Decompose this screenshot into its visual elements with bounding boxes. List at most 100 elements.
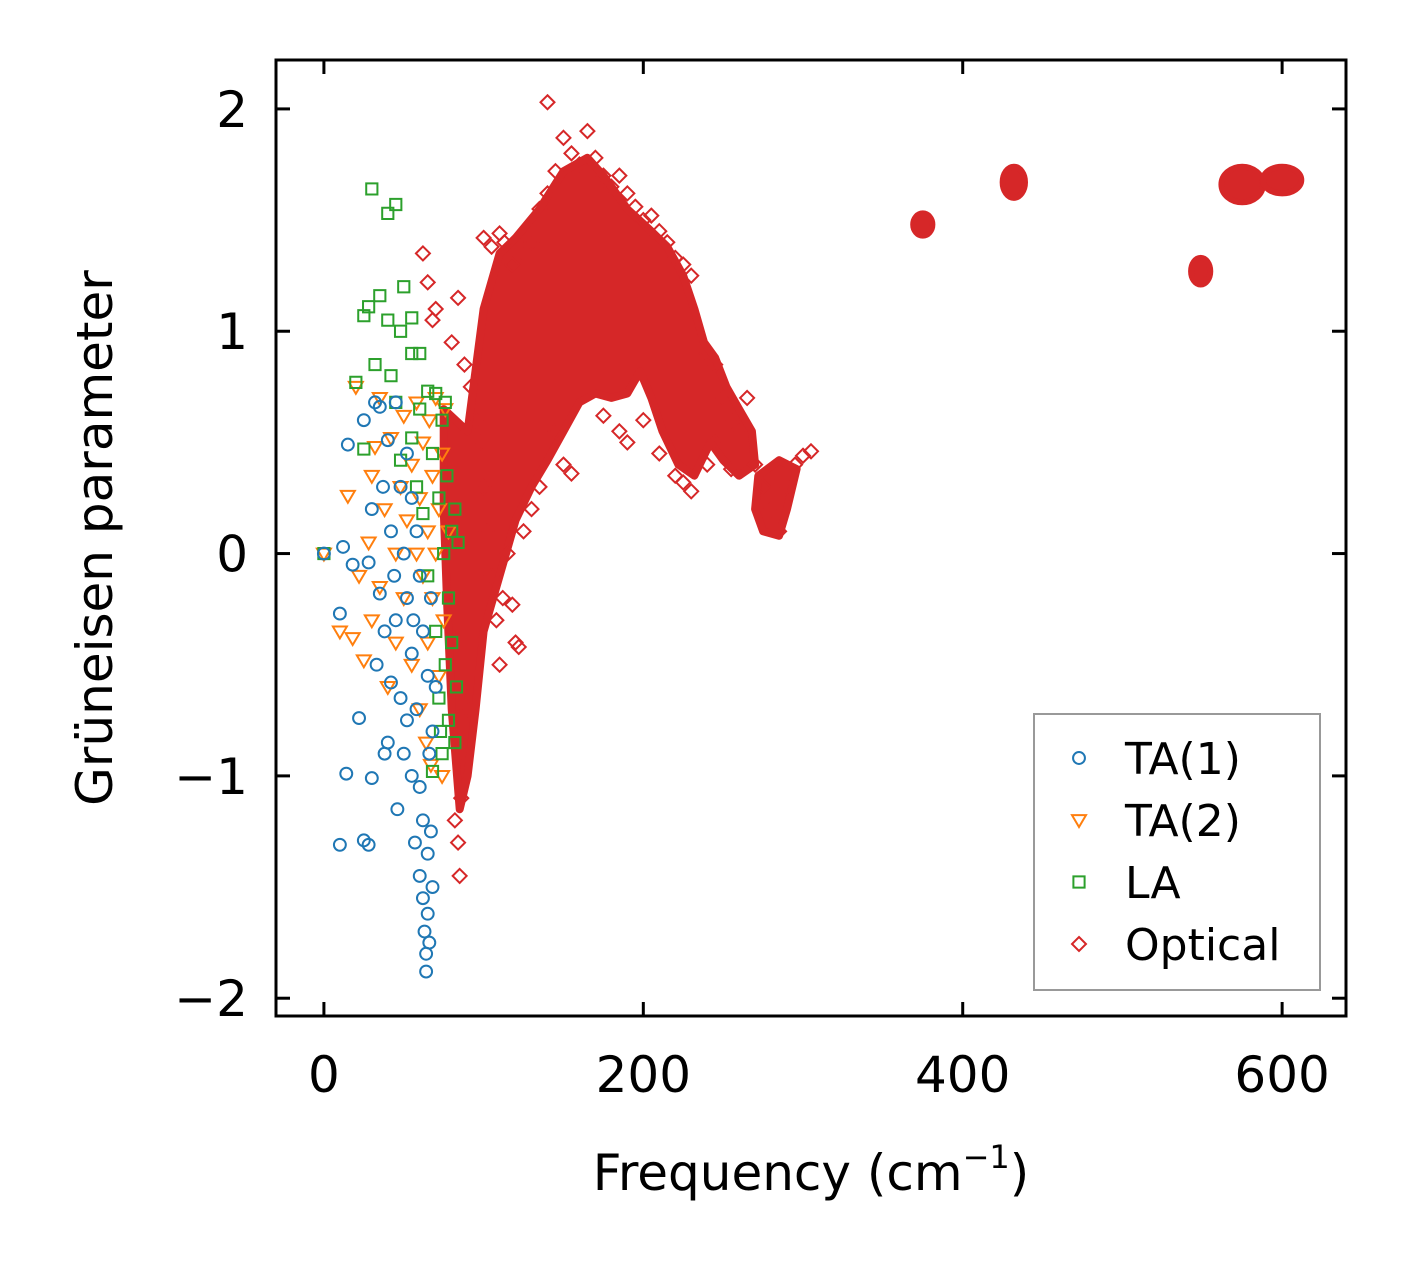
optical-band bbox=[751, 456, 801, 540]
y-tick-label: 2 bbox=[216, 81, 248, 139]
data-point bbox=[393, 691, 408, 706]
data-point bbox=[395, 409, 413, 425]
data-point bbox=[368, 357, 382, 372]
data-point bbox=[503, 256, 521, 273]
data-point bbox=[407, 547, 426, 563]
data-point bbox=[373, 289, 387, 303]
x-axis-label: Frequency (cm−1) bbox=[593, 1138, 1030, 1202]
data-point bbox=[483, 567, 501, 585]
data-point bbox=[446, 811, 464, 829]
data-point bbox=[426, 547, 445, 563]
data-point bbox=[437, 546, 451, 561]
data-point bbox=[610, 167, 628, 185]
data-point bbox=[634, 211, 652, 229]
data-point bbox=[423, 591, 438, 605]
data-point bbox=[357, 309, 371, 323]
data-point bbox=[345, 557, 360, 572]
data-point bbox=[405, 346, 419, 361]
data-point bbox=[352, 711, 366, 726]
data-point bbox=[438, 395, 452, 409]
data-point bbox=[428, 680, 443, 694]
y-tick-label: −2 bbox=[174, 970, 248, 1028]
data-point bbox=[449, 289, 467, 307]
data-point bbox=[340, 437, 355, 452]
data-point bbox=[448, 735, 462, 750]
data-point bbox=[376, 479, 390, 494]
data-point bbox=[412, 568, 427, 583]
data-point bbox=[802, 442, 820, 460]
data-point bbox=[404, 491, 419, 505]
data-point bbox=[364, 771, 379, 786]
data-point bbox=[400, 713, 414, 728]
data-point bbox=[531, 478, 548, 496]
data-point bbox=[416, 506, 430, 521]
data-point bbox=[491, 656, 508, 674]
data-point bbox=[434, 614, 453, 630]
data-point bbox=[381, 313, 395, 327]
data-point bbox=[786, 456, 804, 474]
data-point bbox=[427, 300, 445, 318]
data-point bbox=[445, 635, 459, 650]
data-point bbox=[555, 456, 572, 474]
data-point bbox=[794, 447, 812, 465]
y-axis-label: Grüneisen parameter bbox=[66, 270, 124, 806]
data-point bbox=[459, 700, 477, 718]
data-point bbox=[419, 946, 434, 961]
data-point bbox=[472, 433, 489, 451]
data-point bbox=[361, 555, 376, 570]
data-point bbox=[409, 702, 424, 717]
data-point bbox=[363, 469, 381, 485]
x-tick-label: 600 bbox=[1234, 1046, 1329, 1104]
data-point bbox=[602, 178, 620, 196]
data-point bbox=[475, 478, 493, 496]
data-point bbox=[418, 525, 437, 541]
data-point bbox=[440, 469, 454, 483]
data-point bbox=[432, 691, 446, 705]
data-point bbox=[682, 267, 700, 285]
data-point bbox=[435, 413, 449, 427]
data-point bbox=[364, 502, 379, 517]
data-point bbox=[417, 736, 435, 752]
data-point bbox=[547, 422, 564, 440]
legend: TA(1) TA(2) LA Optical bbox=[1033, 713, 1321, 991]
data-point bbox=[332, 837, 347, 852]
data-point bbox=[462, 378, 480, 396]
data-point bbox=[483, 238, 501, 256]
data-point bbox=[499, 545, 516, 562]
data-point bbox=[571, 156, 588, 173]
data-point bbox=[404, 768, 419, 783]
data-point bbox=[350, 569, 368, 585]
data-point bbox=[618, 433, 636, 451]
data-point bbox=[425, 880, 440, 895]
data-point bbox=[422, 935, 437, 950]
data-point bbox=[515, 245, 532, 262]
data-point bbox=[424, 311, 441, 329]
data-point bbox=[336, 539, 351, 554]
data-point bbox=[389, 197, 403, 212]
data-point bbox=[390, 802, 405, 817]
data-point bbox=[421, 569, 435, 583]
data-point bbox=[515, 522, 532, 540]
data-point bbox=[778, 478, 796, 496]
plot-frame bbox=[274, 58, 1348, 1018]
data-point bbox=[421, 384, 435, 398]
data-point bbox=[419, 964, 434, 979]
optical-cluster bbox=[999, 163, 1029, 201]
data-point bbox=[361, 837, 376, 852]
data-point bbox=[363, 614, 381, 630]
legend-marker bbox=[1070, 935, 1088, 953]
data-point bbox=[539, 184, 556, 202]
data-point bbox=[770, 522, 788, 540]
data-point bbox=[438, 658, 452, 672]
data-point bbox=[594, 407, 612, 425]
data-point bbox=[414, 436, 432, 452]
data-point bbox=[365, 182, 379, 196]
y-tick-label: 0 bbox=[216, 526, 248, 584]
data-point bbox=[417, 924, 432, 939]
legend-label: Optical bbox=[1125, 920, 1280, 971]
data-point bbox=[547, 162, 564, 180]
data-point bbox=[754, 478, 772, 496]
data-point bbox=[398, 514, 416, 530]
y-tick-label: −1 bbox=[174, 748, 248, 806]
data-point bbox=[746, 456, 764, 474]
